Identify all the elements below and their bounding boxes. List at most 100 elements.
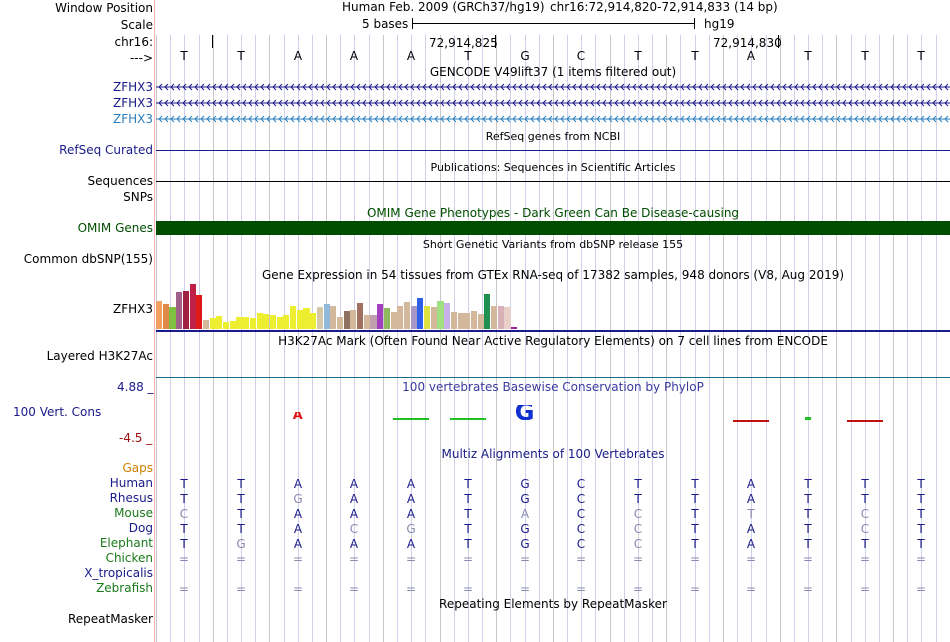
omim-gene-bar[interactable] <box>156 221 950 235</box>
gtex-tissue-bar[interactable] <box>196 295 203 329</box>
gtex-tissue-bar[interactable] <box>303 308 310 329</box>
gtex-tissue-bar[interactable] <box>484 294 491 329</box>
gtex-tissue-bar[interactable] <box>343 311 350 329</box>
publications-line[interactable] <box>156 181 950 182</box>
gencode-gene-label-3[interactable]: ZFHX3 <box>112 112 153 126</box>
dbsnp-label[interactable]: Common dbSNP(155) <box>23 252 153 266</box>
gtex-tissue-bar[interactable] <box>450 312 457 329</box>
phylop-zero-line <box>156 420 950 421</box>
omim-label[interactable]: OMIM Genes <box>77 221 153 235</box>
gtex-tissue-bar[interactable] <box>263 314 270 329</box>
gtex-label[interactable]: ZFHX3 <box>112 302 153 316</box>
gtex-tissue-bar[interactable] <box>397 306 404 329</box>
scale-text: 5 bases <box>362 17 409 31</box>
gtex-tissue-bar[interactable] <box>162 304 169 329</box>
gtex-tissue-bar[interactable] <box>410 306 417 329</box>
gtex-tissue-bar[interactable] <box>316 307 323 329</box>
gtex-tissue-bar[interactable] <box>156 301 163 329</box>
gtex-tissue-bar[interactable] <box>310 313 317 329</box>
multiz-species-label[interactable]: Human <box>109 476 153 490</box>
sequence-base: A <box>293 49 303 63</box>
gencode-gene-track-3[interactable] <box>156 113 950 125</box>
gaps-label[interactable]: Gaps <box>122 461 153 475</box>
gtex-tissue-bar[interactable] <box>216 316 223 329</box>
window-position-label: Window Position <box>55 1 153 15</box>
gtex-tissue-bar[interactable] <box>202 320 210 329</box>
gtex-tissue-bar[interactable] <box>390 312 397 329</box>
gtex-tissue-bar[interactable] <box>444 303 451 329</box>
strand-chevron <box>650 99 655 107</box>
strand-chevron <box>728 83 733 91</box>
gtex-tissue-bar[interactable] <box>457 313 464 329</box>
strand-chevron <box>290 99 295 107</box>
gencode-gene-track-2[interactable] <box>156 97 950 109</box>
gtex-tissue-bar[interactable] <box>424 306 431 329</box>
gtex-tissue-bar[interactable] <box>437 301 444 329</box>
repeatmasker-label[interactable]: RepeatMasker <box>67 612 153 626</box>
gtex-tissue-bar[interactable] <box>296 310 303 329</box>
gtex-tissue-bar[interactable] <box>236 317 243 329</box>
strand-chevron <box>440 83 445 91</box>
gtex-tissue-bar[interactable] <box>491 306 498 329</box>
alignment-base: T <box>861 537 869 551</box>
strand-chevron <box>158 115 163 123</box>
strand-chevron <box>374 115 379 123</box>
gtex-tissue-bar[interactable] <box>223 322 230 329</box>
multiz-species-label[interactable]: Chicken <box>105 551 153 565</box>
gtex-tissue-bar[interactable] <box>511 327 518 329</box>
gencode-gene-label-1[interactable]: ZFHX3 <box>112 80 153 94</box>
gtex-tissue-bar[interactable] <box>336 317 344 329</box>
phylop-label[interactable]: 100 Vert. Cons <box>13 405 102 419</box>
gtex-tissue-bar[interactable] <box>249 318 256 329</box>
snps-label[interactable]: SNPs <box>123 190 153 204</box>
sequences-label[interactable]: Sequences <box>87 174 153 188</box>
gtex-tissue-bar[interactable] <box>477 314 484 329</box>
gtex-tissue-bar[interactable] <box>269 315 277 329</box>
h3k27ac-label[interactable]: Layered H3K27Ac <box>46 349 153 363</box>
gtex-tissue-bar[interactable] <box>403 302 411 329</box>
gtex-tissue-bar[interactable] <box>417 298 424 329</box>
strand-chevron <box>758 99 763 107</box>
gtex-tissue-bar[interactable] <box>377 304 384 329</box>
gtex-tissue-bar[interactable] <box>497 306 504 329</box>
gtex-tissue-bar[interactable] <box>189 284 196 329</box>
gtex-tissue-bar[interactable] <box>243 317 250 329</box>
gtex-tissue-bar[interactable] <box>363 315 370 329</box>
multiz-species-label[interactable]: Zebrafish <box>96 581 153 595</box>
multiz-species-label[interactable]: Dog <box>128 521 153 535</box>
gtex-expression-chart[interactable] <box>156 284 536 329</box>
gtex-tissue-bar[interactable] <box>350 310 357 329</box>
gtex-tissue-bar[interactable] <box>430 307 437 329</box>
alignment-base: T <box>237 522 245 536</box>
gtex-tissue-bar[interactable] <box>256 313 263 329</box>
multiz-species-label[interactable]: X_tropicalis <box>84 566 153 580</box>
strand-chevron <box>914 115 919 123</box>
gtex-tissue-bar[interactable] <box>209 318 216 329</box>
gtex-tissue-bar[interactable] <box>290 306 297 329</box>
gtex-tissue-bar[interactable] <box>229 321 236 329</box>
gtex-tissue-bar[interactable] <box>283 315 290 329</box>
gtex-tissue-bar[interactable] <box>464 313 471 329</box>
strand-chevron <box>902 83 907 91</box>
gencode-gene-track-1[interactable] <box>156 81 950 93</box>
gtex-tissue-bar[interactable] <box>323 304 330 329</box>
gtex-tissue-bar[interactable] <box>370 315 377 329</box>
gtex-tissue-bar[interactable] <box>383 308 390 329</box>
strand-chevron <box>572 99 577 107</box>
multiz-species-label[interactable]: Rhesus <box>109 491 153 505</box>
refseq-gene-line[interactable] <box>156 150 950 151</box>
gtex-tissue-bar[interactable] <box>169 307 176 329</box>
gtex-tissue-bar[interactable] <box>182 291 189 329</box>
grid-line <box>822 35 823 642</box>
gtex-tissue-bar[interactable] <box>504 307 511 329</box>
refseq-label[interactable]: RefSeq Curated <box>59 143 153 157</box>
gtex-tissue-bar[interactable] <box>276 317 283 329</box>
gencode-gene-label-2[interactable]: ZFHX3 <box>112 96 153 110</box>
multiz-species-label[interactable]: Elephant <box>99 536 153 550</box>
gtex-tissue-bar[interactable] <box>357 303 364 329</box>
gtex-tissue-bar[interactable] <box>176 292 183 329</box>
gtex-tissue-bar[interactable] <box>470 311 478 329</box>
multiz-species-label[interactable]: Mouse <box>114 506 153 520</box>
gtex-tissue-bar[interactable] <box>330 306 337 329</box>
